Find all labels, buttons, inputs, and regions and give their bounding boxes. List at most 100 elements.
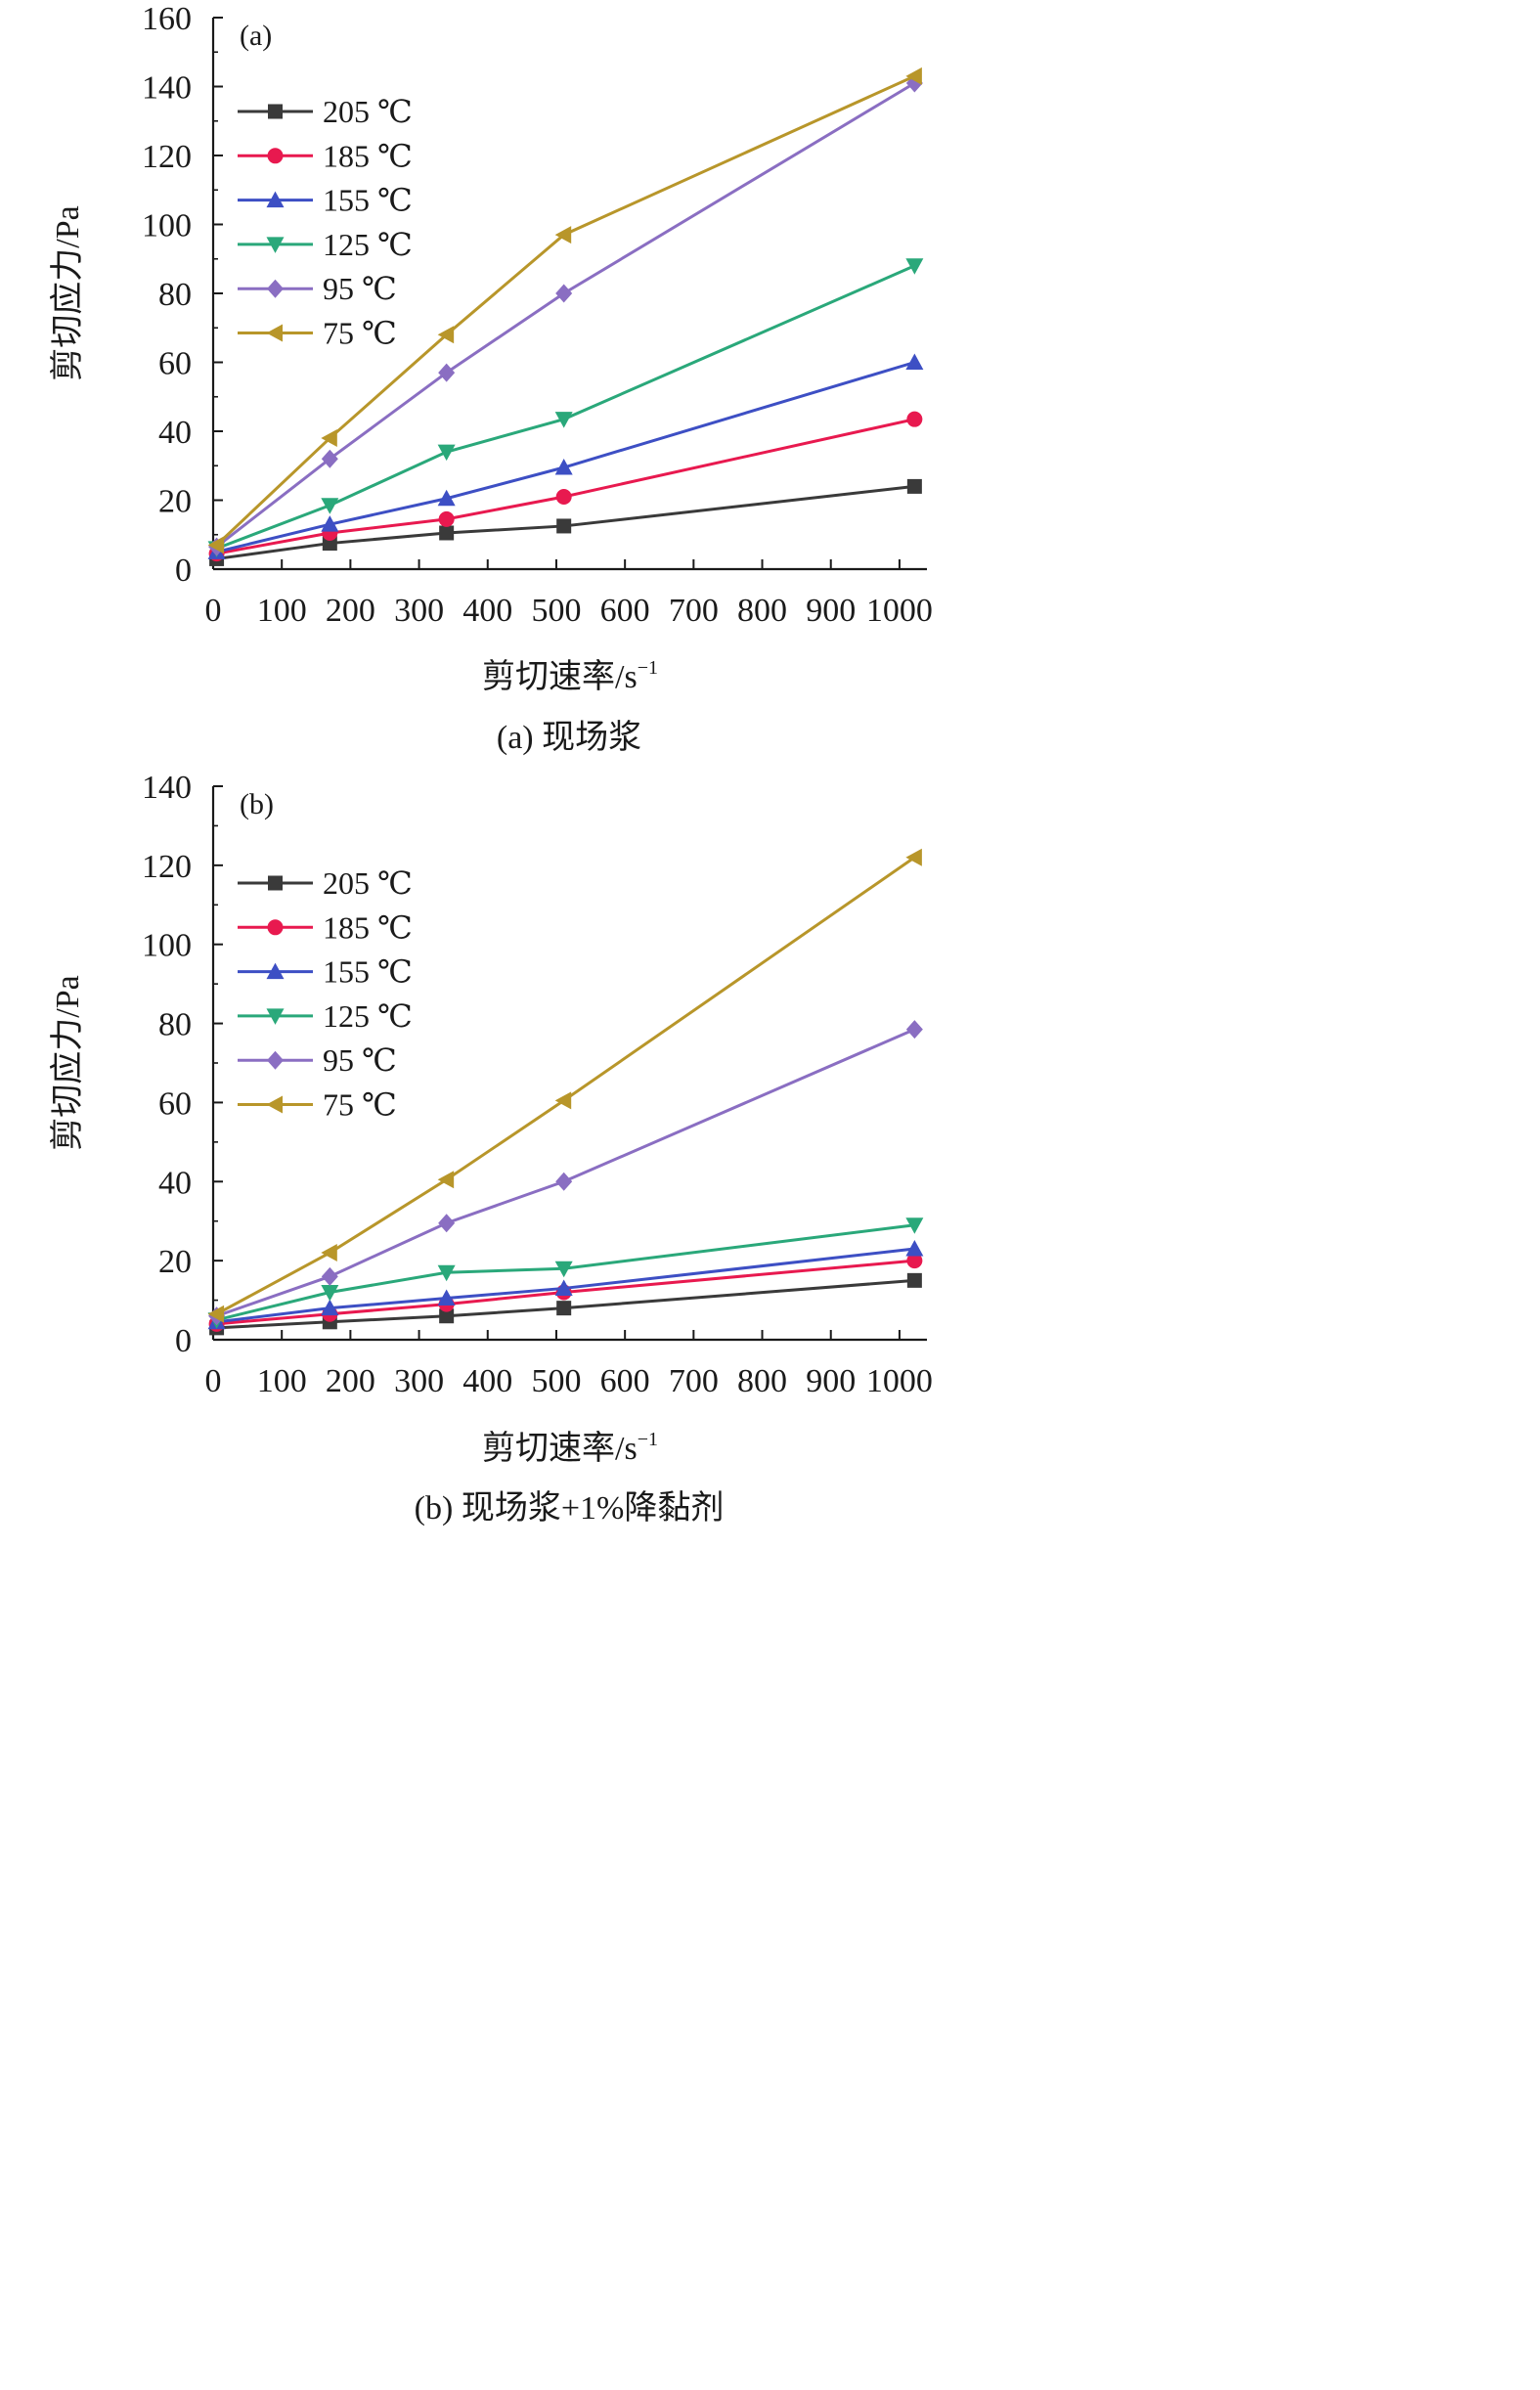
legend-item: 205 ℃ bbox=[238, 865, 413, 901]
data-point bbox=[437, 489, 456, 507]
panel-label: (a) bbox=[240, 20, 272, 52]
x-axis-title-exponent: −1 bbox=[638, 657, 658, 679]
data-point bbox=[207, 1305, 225, 1323]
x-tick-label: 900 bbox=[806, 593, 856, 629]
data-point bbox=[554, 412, 573, 428]
legend-marker bbox=[267, 1050, 284, 1070]
x-tick-label: 1000 bbox=[866, 1363, 933, 1399]
data-point bbox=[905, 66, 922, 85]
x-tick-label: 0 bbox=[205, 1363, 222, 1399]
data-point bbox=[554, 1279, 573, 1296]
x-tick-label: 600 bbox=[600, 593, 650, 629]
legend-label: 155 ℃ bbox=[323, 183, 413, 218]
data-point bbox=[438, 1214, 456, 1233]
legend-label: 205 ℃ bbox=[323, 865, 413, 901]
x-tick-label: 200 bbox=[326, 1363, 375, 1399]
data-point bbox=[321, 429, 337, 448]
y-tick-label: 20 bbox=[158, 484, 192, 520]
legend-marker bbox=[267, 279, 284, 298]
y-tick-label: 0 bbox=[175, 1323, 192, 1359]
data-point bbox=[906, 411, 923, 427]
data-point bbox=[321, 515, 339, 532]
data-point bbox=[321, 449, 338, 468]
legend-label: 205 ℃ bbox=[323, 94, 413, 129]
panel-label: (b) bbox=[240, 788, 274, 820]
legend-marker bbox=[267, 919, 284, 936]
data-point bbox=[438, 363, 456, 382]
x-axis-title: 剪切速率/s−1 bbox=[482, 1429, 658, 1467]
legend-label: 185 ℃ bbox=[323, 909, 413, 945]
data-point bbox=[207, 536, 225, 554]
y-tick-label: 160 bbox=[142, 1, 192, 37]
legend-item: 75 ℃ bbox=[238, 1087, 397, 1123]
legend-item: 125 ℃ bbox=[238, 998, 413, 1034]
y-tick-label: 120 bbox=[142, 139, 192, 175]
data-point bbox=[905, 1217, 924, 1234]
data-point bbox=[555, 1172, 573, 1191]
x-axis-title-text: 剪切速率/s bbox=[482, 658, 638, 695]
series-line bbox=[216, 418, 915, 555]
legend-item: 125 ℃ bbox=[238, 227, 413, 262]
legend-marker bbox=[266, 324, 283, 342]
panel-caption: (b) 现场浆+1%降黏剂 bbox=[415, 1489, 725, 1527]
x-axis-title: 剪切速率/s−1 bbox=[482, 657, 658, 695]
y-tick-label: 120 bbox=[142, 849, 192, 885]
data-point bbox=[321, 498, 339, 514]
legend-item: 185 ℃ bbox=[238, 909, 413, 945]
legend-marker bbox=[266, 1008, 285, 1025]
legend-marker bbox=[266, 1095, 283, 1114]
data-point bbox=[554, 1261, 573, 1278]
data-point bbox=[437, 1289, 456, 1306]
data-point bbox=[906, 478, 922, 494]
x-tick-label: 900 bbox=[806, 1363, 856, 1399]
data-point bbox=[905, 1240, 924, 1257]
series-75c bbox=[207, 848, 922, 1323]
legend: 205 ℃ 185 ℃ 155 ℃ 125 ℃ 95 ℃ 75 ℃ bbox=[238, 94, 413, 351]
legend-label: 95 ℃ bbox=[323, 1042, 397, 1078]
legend-marker bbox=[268, 875, 283, 891]
data-point bbox=[321, 1266, 338, 1286]
data-point bbox=[321, 1284, 339, 1302]
y-tick-label: 20 bbox=[158, 1244, 192, 1280]
data-point bbox=[905, 353, 924, 370]
x-tick-label: 700 bbox=[669, 1363, 719, 1399]
legend-label: 75 ℃ bbox=[323, 316, 397, 351]
legend-marker bbox=[266, 191, 285, 208]
data-point bbox=[555, 284, 573, 303]
chart-panel-a: 0 20 40 60 80 100 120 140 160 0 100 200 300 400 500 600… bbox=[49, 1, 933, 756]
x-tick-label: 400 bbox=[462, 1363, 512, 1399]
y-tick-label: 80 bbox=[158, 277, 192, 313]
legend-marker bbox=[266, 237, 285, 253]
data-point bbox=[439, 1308, 455, 1324]
legend-label: 95 ℃ bbox=[323, 271, 397, 306]
data-point bbox=[555, 488, 572, 505]
legend-marker bbox=[268, 104, 283, 119]
y-tick-label: 40 bbox=[158, 415, 192, 451]
panel-caption: (a) 现场浆 bbox=[497, 719, 641, 756]
data-point bbox=[439, 525, 455, 541]
x-tick-label: 100 bbox=[257, 1363, 307, 1399]
data-point bbox=[554, 1091, 572, 1110]
legend-label: 185 ℃ bbox=[323, 138, 413, 173]
series-line bbox=[216, 264, 915, 551]
y-tick-label: 60 bbox=[158, 346, 192, 382]
y-tick-label: 140 bbox=[142, 770, 192, 806]
data-point bbox=[906, 1253, 923, 1269]
data-point bbox=[438, 510, 455, 527]
x-axis-title-text: 剪切速率/s bbox=[482, 1430, 638, 1467]
legend-item: 155 ℃ bbox=[238, 954, 413, 990]
data-point bbox=[906, 1272, 922, 1288]
legend-label: 125 ℃ bbox=[323, 227, 413, 262]
legend-marker bbox=[266, 962, 285, 980]
x-tick-label: 1000 bbox=[866, 593, 933, 629]
data-point bbox=[321, 1299, 339, 1316]
legend-item: 95 ℃ bbox=[238, 271, 397, 306]
y-tick-label: 100 bbox=[142, 208, 192, 244]
series-75c bbox=[207, 66, 922, 554]
legend-marker bbox=[267, 148, 284, 164]
x-tick-label: 600 bbox=[600, 1363, 650, 1399]
data-point bbox=[905, 848, 922, 866]
legend-item: 205 ℃ bbox=[238, 94, 413, 129]
y-axis-title: 剪切应力/Pa bbox=[49, 975, 86, 1150]
